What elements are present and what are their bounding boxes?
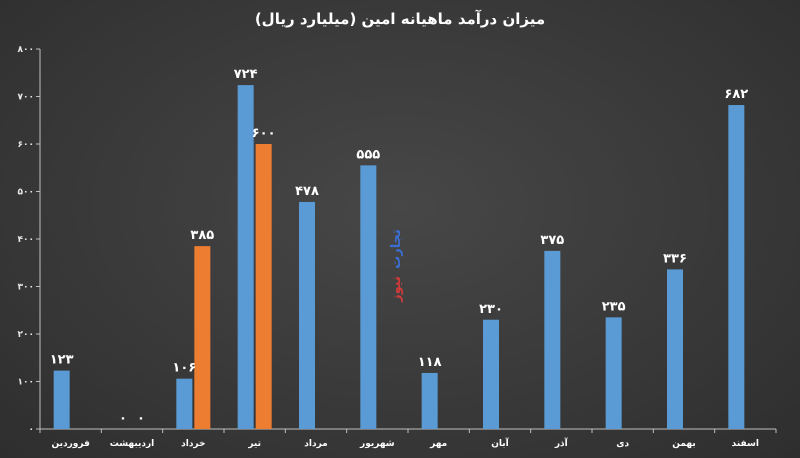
bar	[360, 165, 377, 429]
data-label: ۲۳۰	[479, 302, 503, 317]
x-tick-label: فروردین	[51, 439, 89, 449]
bar	[421, 372, 438, 429]
x-tick-label: مرداد	[304, 439, 328, 449]
data-label: ۴۷۸	[295, 184, 319, 199]
data-label: ۵۵۵	[356, 147, 380, 162]
data-label: ۱۰۶	[172, 361, 196, 376]
data-label: ۶۸۲	[724, 87, 748, 102]
y-tick-label: ۴۰۰	[18, 235, 34, 245]
bar	[53, 370, 70, 429]
bar	[605, 317, 622, 429]
bar	[728, 105, 745, 430]
data-label: ۱۱۸	[418, 355, 442, 370]
axes: ۰ ۱۰۰ ۲۰۰ ۳۰۰ ۴۰۰ ۵۰۰ ۶۰۰ ۷۰۰ ۸۰۰ فروردین اردیبهشت…	[18, 45, 777, 449]
x-tick-label: اسفند	[732, 439, 759, 449]
data-label: ۲۳۵	[602, 299, 626, 314]
y-tick-label: ۷۰۰	[18, 93, 34, 103]
data-labels: ۱۲۳ ۰ ۰ ۱۰۶ ۳۸۵ ۷۲۴ ۶۰۰ ۴۷۸ ۵۵۵ ۱۱۸ ۲۳۰ ۳۷۵ ۲۳۵ ۳۳۶ ۶۸…	[50, 67, 749, 426]
x-tick-label: اردیبهشت	[110, 439, 155, 449]
y-tick-label: ۳۰۰	[18, 283, 34, 293]
bar	[483, 319, 499, 429]
bar	[544, 250, 561, 429]
x-tick-label: آبان	[491, 437, 509, 449]
y-tick-label: ۰	[29, 425, 35, 435]
data-label: ۱۲۳	[50, 353, 74, 368]
x-tick-label: مهر	[429, 439, 447, 449]
bar	[667, 269, 683, 429]
data-label: ۰	[137, 411, 145, 426]
x-tick-label: بهمن	[672, 439, 695, 449]
x-tick-label: آذر	[554, 437, 569, 449]
x-tick-label: شهریور	[359, 439, 395, 449]
watermark-part-2: نیوز	[389, 276, 404, 303]
x-tick-label: دی	[616, 439, 629, 449]
data-label: ۶۰۰	[252, 126, 276, 141]
data-label: ۳۳۶	[663, 251, 687, 266]
bar	[176, 378, 193, 429]
y-tick-label: ۵۰۰	[18, 188, 34, 198]
y-tick-label: ۲۰۰	[18, 330, 34, 340]
watermark-part-1: تجارت	[389, 229, 404, 269]
data-label: ۳۸۵	[190, 228, 214, 243]
data-label: ۰	[119, 411, 127, 426]
bar	[299, 201, 315, 429]
data-label: ۷۲۴	[234, 67, 258, 82]
bars	[53, 85, 745, 430]
bar	[255, 144, 272, 429]
y-tick-label: ۱۰۰	[18, 378, 34, 388]
watermark: نیوز تجارت	[389, 229, 404, 303]
x-tick-label: تیر	[247, 439, 261, 449]
bar	[237, 85, 254, 429]
x-tick-label: خرداد	[181, 439, 205, 449]
y-tick-label: ۶۰۰	[18, 140, 34, 150]
y-tick-label: ۸۰۰	[18, 45, 34, 55]
data-label: ۳۷۵	[540, 233, 564, 248]
chart-title: میزان درآمد ماهیانه امین (میلیارد ریال)	[255, 10, 545, 28]
bar	[194, 246, 211, 429]
